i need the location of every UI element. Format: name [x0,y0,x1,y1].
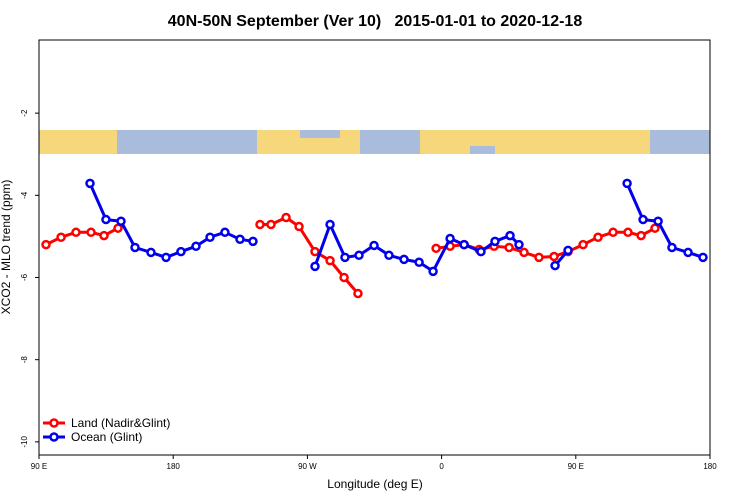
data-point [220,227,230,238]
x-tick-label: 90 E [568,462,584,471]
x-tick-label: 90 E [31,462,47,471]
plot-frame [38,39,711,456]
data-point [41,239,51,250]
data-point [71,227,81,238]
data-point [340,252,350,263]
data-point [339,272,349,283]
data-point [191,241,201,252]
y-tick-label: -6 [20,273,29,281]
land-band [39,130,117,154]
data-point [514,239,524,250]
data-point [325,255,335,266]
y-tick-label: -2 [20,109,29,117]
x-tick-label: 0 [439,462,444,471]
ocean-band [300,130,340,138]
data-point [550,260,560,271]
data-point [459,239,469,250]
data-point [414,257,424,268]
data-point [549,251,559,262]
data-point [431,243,441,254]
series-line [88,182,704,273]
data-point [266,219,276,230]
data-point [428,266,438,277]
data-point [608,227,618,238]
land-band [420,130,650,154]
legend-marker [49,418,59,428]
ocean-band [470,146,495,154]
data-point [205,232,215,242]
data-point [683,247,693,258]
data-point [101,214,111,225]
data-point [235,234,245,245]
data-point [578,239,588,250]
data-point [399,254,409,265]
data-point [563,245,573,256]
data-point [353,288,363,299]
data-point [325,219,335,230]
data-point [667,242,677,253]
data-point [85,178,95,189]
data-point [490,236,500,247]
data-point [255,219,265,230]
y-tick-label: -10 [20,436,29,448]
data-point [310,261,320,272]
data-point [281,212,291,223]
data-point [86,227,96,238]
data-point [176,246,186,257]
data-point [519,247,529,258]
data-point [445,233,455,244]
data-point [593,232,603,242]
data-point [354,250,364,261]
map-strip [39,130,710,154]
data-point [116,216,126,226]
y-axis-label: XCO2 - MLO trend (ppm) [0,180,13,315]
data-point [534,252,544,263]
data-point [384,250,394,261]
data-point [476,246,486,257]
data-point [698,252,708,263]
data-point [636,230,646,241]
y-tick-label: -4 [20,191,29,199]
data-point [653,216,663,226]
x-tick-label: 180 [703,462,717,471]
data-point [294,221,304,232]
data-point [56,232,66,242]
data-point [504,242,514,253]
data-point [505,230,515,241]
data-point [638,214,648,225]
x-tick-label: 180 [167,462,181,471]
data-point [623,227,633,238]
data-point [622,178,632,189]
data-point [99,230,109,241]
chart-title: 40N-50N September (Ver 10) 2015-01-01 to… [168,13,583,30]
y-tick-label: -8 [20,356,29,364]
data-point [248,236,258,247]
legend-label: Ocean (Glint) [71,430,142,444]
legend-marker [49,432,59,442]
legend-label: Land (Nadir&Glint) [71,416,170,430]
x-axis-label: Longitude (deg E) [327,477,422,491]
data-point [146,247,156,258]
data-point [369,240,379,251]
data-point [310,246,320,257]
data-point [161,252,171,263]
data-point [130,242,140,253]
x-tick-label: 90 W [298,462,317,471]
